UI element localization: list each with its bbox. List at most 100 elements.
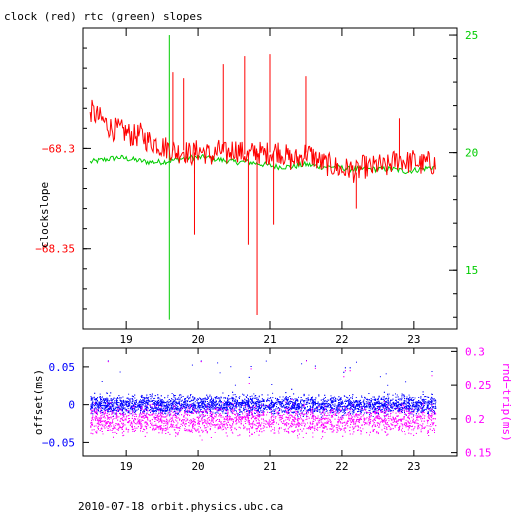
offset-scatter-point [190,411,192,413]
offset-scatter-point [286,402,288,404]
offset-scatter-point [168,409,170,411]
offset-scatter-point [255,397,257,399]
offset-scatter-point [164,412,166,414]
offset-scatter-point [353,400,355,402]
offset-scatter-point [286,406,288,407]
offset-scatter-point [356,404,358,405]
offset-scatter-point [352,398,353,400]
offset-scatter-point [225,397,226,399]
offset-scatter-point [340,398,341,400]
offset-scatter-point [369,403,370,405]
offset-scatter-point [163,401,165,403]
offset-scatter-point [124,401,126,403]
offset-scatter-point [309,405,311,407]
offset-scatter-point [426,404,428,406]
offset-scatter-point [218,407,220,409]
offset-scatter-point [103,398,105,400]
offset-scatter-point [373,406,375,407]
offset-scatter-point [276,403,278,405]
offset-scatter-point [184,406,186,408]
offset-scatter-point [423,405,425,407]
offset-scatter-point [102,402,104,404]
offset-scatter-point [95,401,97,403]
offset-scatter-point [360,402,362,403]
offset-scatter-point [250,398,252,400]
offset-scatter-point [232,397,234,399]
offset-scatter-point [269,400,271,402]
offset-scatter-point [306,410,308,412]
offset-scatter-point [319,404,321,406]
offset-scatter-point [326,408,327,410]
offset-scatter-point [247,402,249,404]
offset-scatter-point [142,401,144,403]
offset-scatter-point [142,396,144,398]
offset-scatter-point [349,395,350,397]
offset-scatter-point [374,404,376,406]
offset-scatter-point [365,408,367,410]
offset-scatter-point [274,409,275,411]
offset-scatter-point [226,403,228,405]
offset-scatter-point [420,397,422,399]
offset-scatter-point [326,401,328,403]
offset-scatter-point [350,412,352,414]
offset-scatter-point [158,400,160,401]
offset-scatter-point [290,401,292,402]
offset-scatter-point [226,408,228,410]
offset-scatter-point [170,407,172,409]
offset-scatter-point [428,403,430,405]
offset-scatter-point [221,406,223,408]
offset-scatter-point [171,403,173,405]
offset-scatter-point [216,396,218,397]
offset-scatter-point [370,400,372,401]
offset-scatter-point [146,412,148,414]
offset-scatter-point [405,381,407,383]
offset-scatter-point [182,396,184,397]
offset-scatter-point [353,411,355,413]
offset-scatter-point [161,412,163,414]
offset-scatter-point [157,396,159,398]
offset-scatter-point [94,392,96,394]
offset-scatter-point [318,395,320,397]
offset-scatter-point [381,403,383,405]
offset-scatter-point [423,401,425,403]
offset-scatter-point [398,406,400,408]
offset-scatter-point [304,400,306,402]
offset-scatter-point [349,413,351,415]
offset-scatter-point [144,408,146,410]
top-plot-area [89,35,436,320]
offset-scatter-point [198,407,200,409]
offset-scatter-point [162,410,164,412]
offset-scatter-point [339,405,341,407]
offset-scatter-point [345,401,347,402]
offset-scatter-point [298,404,300,406]
offset-scatter-point [420,396,422,398]
offset-scatter-point [373,405,375,407]
offset-scatter-point [137,405,139,407]
offset-scatter-point [252,406,254,408]
offset-scatter-point [219,404,221,406]
offset-scatter-point [395,399,397,401]
offset-scatter-point [216,403,218,405]
offset-scatter-point [282,410,284,412]
offset-scatter-point [317,407,319,409]
offset-scatter-point [154,417,156,418]
offset-scatter-point [176,401,178,403]
offset-scatter-point [248,407,250,409]
offset-scatter-point [109,408,111,410]
offset-scatter-point [149,405,151,407]
offset-scatter-point [297,416,299,418]
offset-scatter-point [427,413,429,415]
offset-scatter-point [177,407,179,409]
offset-scatter-point [277,398,278,400]
offset-scatter-point [170,406,172,408]
offset-scatter-point [279,402,281,404]
offset-scatter-point [400,404,402,406]
offset-scatter-point [175,409,177,411]
offset-scatter-point [384,408,386,410]
offset-scatter-point [170,402,172,404]
offset-scatter-point [240,404,242,406]
offset-scatter-point [252,401,254,403]
offset-scatter-point [220,408,221,410]
offset-scatter-point [307,399,309,401]
offset-scatter-point [249,396,251,398]
